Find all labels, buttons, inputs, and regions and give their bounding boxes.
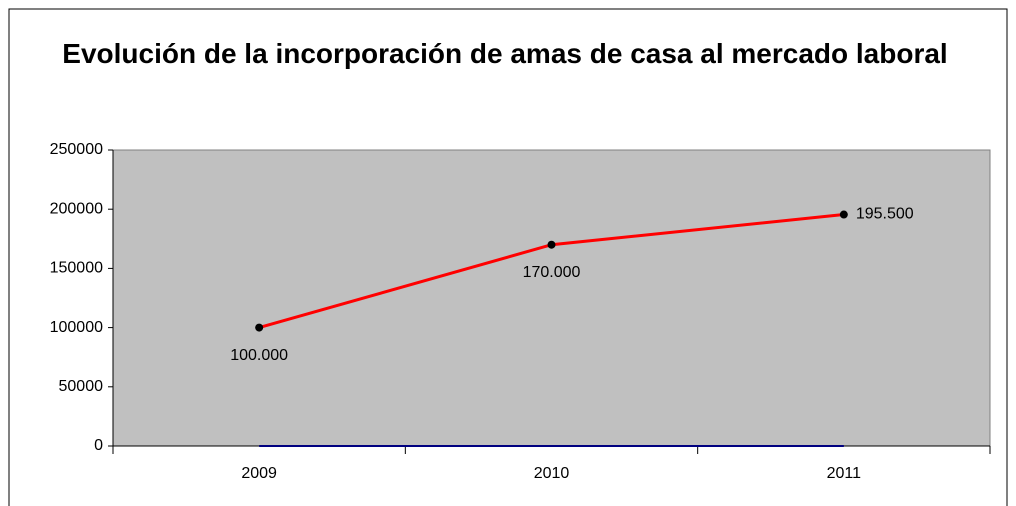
data-label: 100.000	[230, 347, 288, 364]
data-label: 195.500	[856, 206, 914, 223]
data-label: 170.000	[523, 264, 581, 281]
x-tick-label: 2010	[534, 465, 570, 482]
plot-area	[112, 149, 991, 447]
y-tick-label: 50000	[59, 378, 104, 395]
x-tick-label: 2011	[827, 465, 862, 482]
y-tick-label: 0	[94, 437, 103, 454]
chart-frame	[8, 8, 1008, 506]
y-tick-label: 150000	[50, 260, 103, 277]
marker	[547, 240, 556, 249]
x-tick-label: 2009	[241, 465, 277, 482]
y-tick-label: 250000	[50, 141, 103, 158]
marker	[839, 210, 848, 219]
y-tick-label: 200000	[50, 200, 103, 217]
marker	[255, 323, 264, 332]
y-tick-label: 100000	[50, 319, 103, 336]
chart-title: Evolución de la incorporación de amas de…	[62, 38, 948, 69]
